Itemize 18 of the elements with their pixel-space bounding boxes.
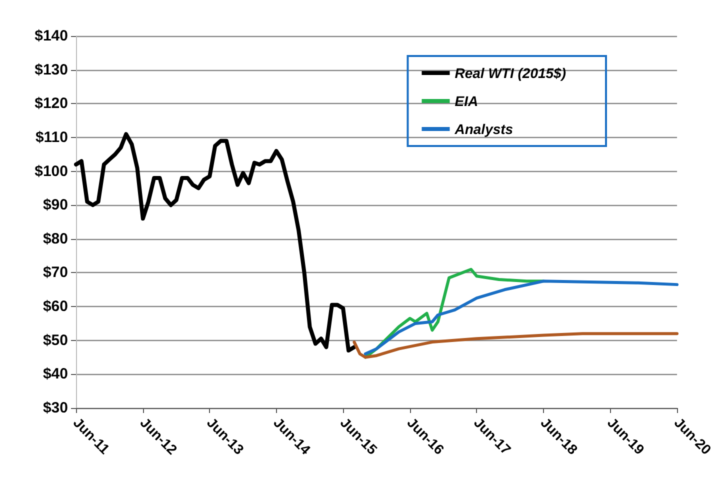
y-tick-label: $140 xyxy=(34,28,68,44)
y-tick-label: $120 xyxy=(34,95,68,112)
line-series xyxy=(74,132,356,353)
y-tick-label: $100 xyxy=(34,162,68,180)
y-tick-label: $60 xyxy=(42,298,68,316)
legend-label: EIA xyxy=(454,93,478,109)
y-tick-label: $110 xyxy=(35,128,68,146)
y-tick-label: $50 xyxy=(42,332,68,349)
y-tick-label: $30 xyxy=(42,400,68,416)
y-tick-label: $130 xyxy=(34,61,68,78)
line-series xyxy=(364,280,679,356)
legend-label: Real WTI (2015$) xyxy=(454,65,566,81)
y-tick-label: $80 xyxy=(42,230,68,248)
legend-label: Analysts xyxy=(454,121,514,137)
y-tick-label: $70 xyxy=(42,264,68,282)
line-series xyxy=(352,332,679,359)
y-tick-label: $40 xyxy=(42,366,68,383)
y-tick-label: $90 xyxy=(42,196,68,214)
